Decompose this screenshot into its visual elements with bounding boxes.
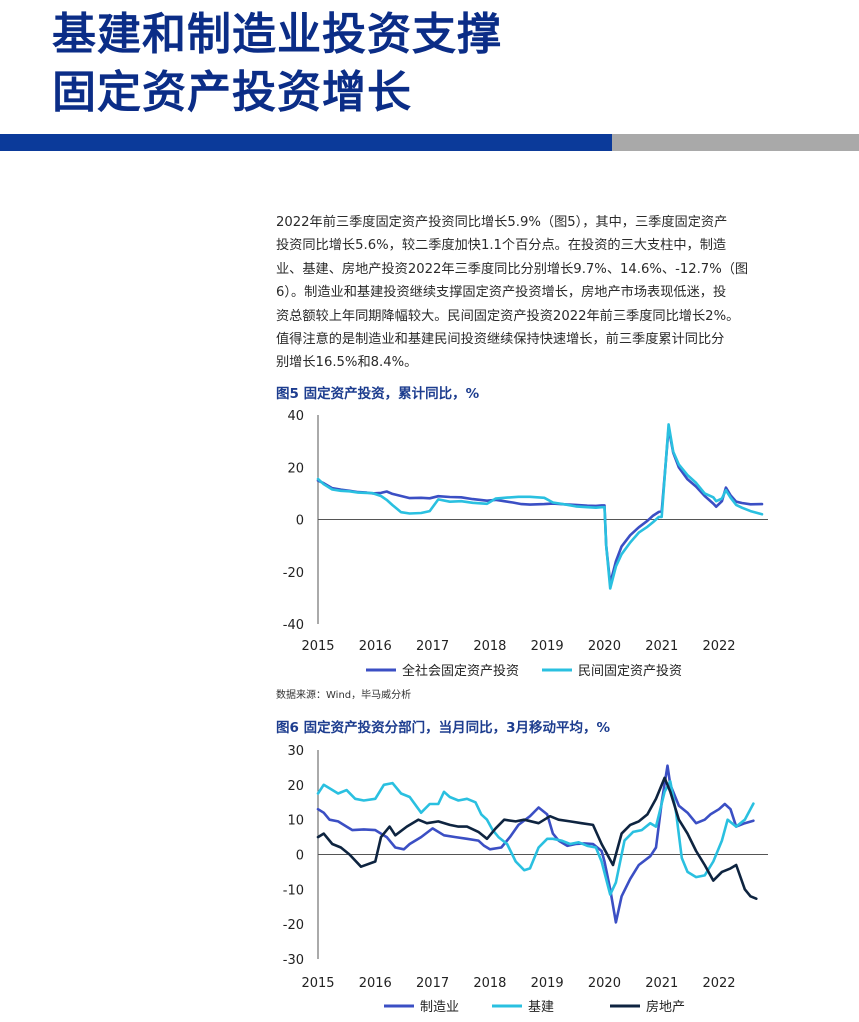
x-tick-label: 2021: [645, 976, 678, 991]
y-tick-label: 0: [296, 849, 304, 864]
paragraph-line: 投资同比增长5.6%，较二季度加快1.1个百分点。在投资的三大支柱中，制造: [276, 238, 727, 254]
x-tick-label: 2018: [473, 639, 506, 654]
page-title-line-1: 基建和制造业投资支撑: [52, 9, 502, 60]
y-tick-label: -30: [283, 953, 304, 968]
figure-5-chart: 40 20 0 -20 -40 2015 2016 2017 2018 2019 2020 2021 2…: [283, 409, 768, 679]
y-tick-label: 0: [296, 514, 304, 529]
x-tick-label: 2015: [301, 976, 334, 991]
data-source-note: 数据来源：Wind，毕马威分析: [276, 690, 412, 701]
paragraph-line: 别增长16.5%和8.4%。: [276, 355, 418, 371]
legend-label: 全社会固定资产投资: [402, 663, 519, 679]
y-tick-label: 20: [287, 779, 304, 794]
x-tick-label: 2017: [416, 976, 449, 991]
y-tick-label: 40: [287, 409, 304, 424]
x-tick-label: 2019: [531, 976, 564, 991]
paragraph-line: 值得注意的是制造业和基建民间投资继续保持快速增长，前三季度累计同比分: [276, 332, 725, 348]
page-title: 基建和制造业投资支撑 固定资产投资增长: [52, 6, 502, 122]
legend-label: 民间固定资产投资: [578, 663, 682, 679]
x-tick-label: 2019: [531, 639, 564, 654]
x-tick-label: 2020: [588, 639, 621, 654]
legend-label: 房地产: [646, 999, 685, 1015]
y-tick-label: 10: [287, 814, 304, 829]
x-tick-label: 2015: [301, 639, 334, 654]
paragraph-line: 2022年前三季度固定资产投资同比增长5.9%（图5），其中，三季度固定资产: [276, 215, 728, 230]
x-tick-label: 2021: [645, 639, 678, 654]
series-1-line: [316, 764, 755, 924]
y-tick-label: 30: [287, 744, 304, 759]
series-2-line: [316, 423, 764, 590]
x-tick-label: 2020: [588, 976, 621, 991]
y-tick-label: -20: [283, 918, 304, 933]
header-band-gray: [612, 134, 859, 151]
figure-5-title: 图5 固定资产投资，累计同比，%: [276, 386, 480, 402]
x-tick-label: 2016: [359, 639, 392, 654]
paragraph-line: 资总额较上年同期降幅较大。民间固定资产投资2022年前三季度同比增长2%。: [276, 308, 740, 324]
page-title-line-2: 固定资产投资增长: [52, 67, 412, 118]
series-2-line: [316, 780, 755, 896]
y-tick-label: -40: [283, 618, 304, 633]
body-paragraph: 2022年前三季度固定资产投资同比增长5.9%（图5），其中，三季度固定资产 投…: [276, 211, 812, 375]
x-tick-label: 2017: [416, 639, 449, 654]
y-tick-label: -20: [283, 566, 304, 581]
x-tick-label: 2016: [359, 976, 392, 991]
figure-6-chart: 30 20 10 0 -10 -20 -30 2015 2016 2017 2018 2019 2020…: [283, 744, 768, 1015]
x-tick-label: 2018: [473, 976, 506, 991]
x-tick-label: 2022: [702, 976, 735, 991]
legend-label: 基建: [528, 1000, 554, 1015]
paragraph-line: 6）。制造业和基建投资继续支撑固定资产投资增长，房地产市场表现低迷，投: [276, 285, 727, 301]
paragraph-line: 业、基建、房地产投资2022年三季度同比分别增长9.7%、14.6%、-12.7…: [276, 261, 749, 277]
figure-6-title: 图6 固定资产投资分部门，当月同比，3月移动平均，%: [276, 720, 611, 736]
y-tick-label: 20: [287, 461, 304, 476]
series-3-line: [316, 776, 758, 900]
legend-label: 制造业: [420, 1000, 459, 1015]
x-tick-label: 2022: [702, 639, 735, 654]
header-band-blue: [0, 134, 612, 151]
y-tick-label: -10: [283, 883, 304, 898]
series-1-line: [316, 426, 764, 585]
